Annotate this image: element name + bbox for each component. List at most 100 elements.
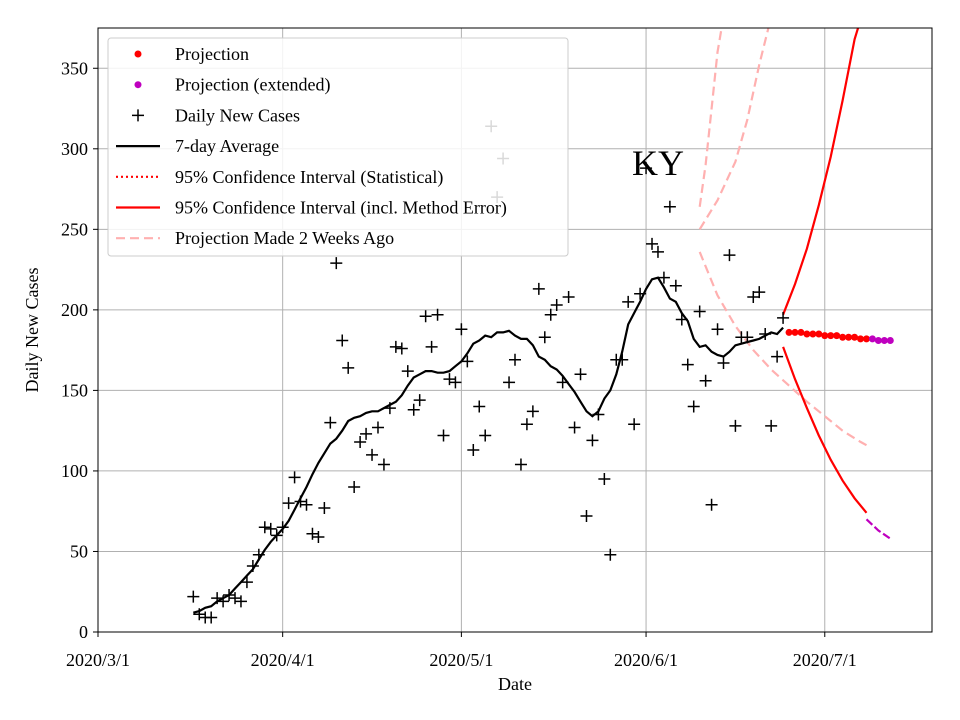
daily-case-marker (395, 342, 408, 355)
daily-case-marker (455, 323, 468, 336)
daily-case-marker (687, 400, 700, 413)
daily-case-marker (377, 458, 390, 471)
daily-case-marker (765, 419, 778, 432)
projection-point (833, 332, 841, 340)
daily-case-marker (592, 408, 605, 421)
daily-case-marker (282, 497, 295, 510)
daily-case-marker (217, 595, 230, 608)
daily-case-marker (669, 279, 682, 292)
y-tick-label: 150 (61, 380, 88, 400)
daily-case-marker (747, 290, 760, 303)
daily-case-marker (342, 361, 355, 374)
daily-case-marker (544, 308, 557, 321)
projection-point (857, 335, 865, 343)
daily-case-marker (330, 257, 343, 270)
legend-label: 7-day Average (175, 136, 279, 156)
legend-label: Projection (extended) (175, 75, 330, 96)
x-tick-label: 2020/7/1 (793, 650, 857, 670)
daily-case-marker (431, 308, 444, 321)
daily-case-marker (437, 429, 450, 442)
daily-case-marker (651, 245, 664, 258)
y-tick-label: 350 (61, 58, 88, 78)
daily-case-marker (753, 286, 766, 299)
daily-case-marker (538, 331, 551, 344)
7-day-average-line (193, 276, 784, 614)
daily-case-marker (234, 595, 247, 608)
daily-case-marker (520, 418, 533, 431)
daily-case-marker (556, 376, 569, 389)
daily-case-marker (657, 271, 670, 284)
daily-case-marker (771, 350, 784, 363)
legend-label: Daily New Cases (175, 105, 300, 125)
daily-case-marker (449, 376, 462, 389)
daily-case-marker (264, 522, 277, 535)
daily-case-marker (693, 305, 706, 318)
legend-label: 95% Confidence Interval (incl. Method Er… (175, 198, 507, 219)
daily-case-marker (312, 530, 325, 543)
projection-point (815, 330, 823, 338)
daily-case-marker (777, 311, 790, 324)
daily-case-marker (509, 353, 521, 366)
daily-case-marker (324, 416, 337, 429)
x-axis-label: Date (498, 674, 532, 694)
daily-case-marker (443, 373, 456, 386)
legend: Projection Projection (extended) Daily New… (107, 37, 569, 257)
daily-case-marker (473, 400, 486, 413)
legend-dot-marker (134, 81, 142, 89)
daily-case-marker (205, 611, 218, 624)
projection-point (821, 332, 829, 340)
daily-case-marker (514, 458, 527, 471)
daily-case-marker (461, 355, 474, 368)
daily-case-marker (348, 481, 361, 494)
daily-case-marker (604, 548, 617, 561)
daily-case-marker (401, 365, 414, 378)
projection-point (851, 333, 859, 341)
95-confidence-interval-incl-method-error-upper-line (782, 28, 860, 316)
projection-extended-point (874, 336, 882, 344)
daily-case-marker (300, 498, 313, 511)
legend-box (107, 37, 569, 257)
daily-case-marker (270, 529, 283, 542)
y-tick-label: 200 (61, 300, 88, 320)
daily-case-marker (717, 357, 730, 370)
daily-case-marker (503, 376, 516, 389)
daily-case-marker (598, 472, 611, 485)
daily-case-marker (389, 340, 402, 353)
projection-extended-point (868, 335, 876, 343)
daily-case-marker (246, 559, 259, 572)
daily-case-marker (622, 295, 635, 308)
legend-plus-marker (132, 109, 144, 122)
x-tick-label: 2020/4/1 (251, 650, 315, 670)
projection-extended-point (886, 336, 894, 344)
projection-point (785, 328, 793, 336)
95-confidence-interval-extended-lower-line (865, 518, 891, 540)
daily-case-marker (407, 403, 420, 416)
daily-case-marker (574, 368, 587, 381)
projection-point (839, 333, 847, 341)
daily-case-marker (288, 471, 301, 484)
daily-case-marker (258, 521, 271, 534)
y-tick-label: 50 (70, 541, 88, 561)
daily-case-marker (568, 421, 581, 434)
daily-case-marker (675, 313, 688, 326)
daily-case-marker (211, 592, 224, 605)
daily-case-marker (711, 323, 724, 336)
axis-ticks: 2020/3/1 2020/4/1 2020/5/1 2020/6/1 2020/7/1… (61, 58, 857, 670)
legend-label: Projection Made 2 Weeks Ago (175, 228, 394, 248)
axes-frame (97, 27, 933, 633)
daily-case-marker (240, 576, 253, 589)
projection-point (845, 333, 853, 341)
daily-case-marker (336, 334, 349, 347)
daily-case-marker (562, 290, 575, 303)
daily-case-marker (223, 588, 236, 601)
daily-case-marker (229, 592, 242, 605)
daily-case-marker (371, 421, 384, 434)
projection-made-2-weeks-ago-line (698, 251, 868, 447)
legend-dot-marker (134, 50, 142, 58)
daily-case-marker (526, 405, 539, 418)
y-tick-label: 100 (61, 461, 88, 481)
projection-point (827, 332, 835, 340)
projection-point (862, 335, 870, 343)
projection-extended-point (880, 336, 888, 344)
